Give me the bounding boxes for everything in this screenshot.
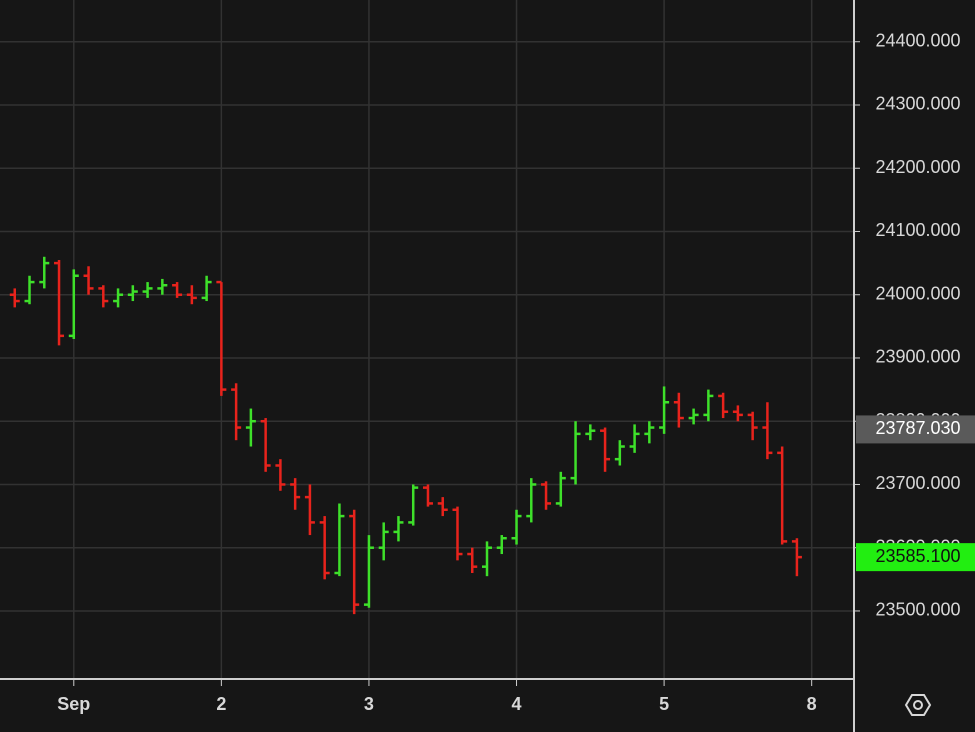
- y-tick-label: 24100.000: [875, 220, 960, 240]
- ohlc-bar: [157, 278, 168, 295]
- y-tick-label: 23500.000: [875, 600, 960, 620]
- price-label: 23787.030: [875, 418, 960, 438]
- ohlc-bar: [629, 424, 640, 453]
- price-label-box: [856, 543, 975, 572]
- ohlc-bar: [422, 484, 433, 507]
- ohlc-bar: [703, 389, 714, 422]
- ohlc-bar: [541, 481, 552, 510]
- ohlc-bar: [777, 446, 788, 545]
- ohlc-bar: [349, 509, 360, 615]
- ohlc-bar: [718, 392, 729, 419]
- ohlc-bar: [732, 405, 743, 422]
- bars: [9, 256, 802, 615]
- y-tick-label: 24400.000: [875, 30, 960, 50]
- ohlc-bar: [585, 424, 596, 441]
- ohlc-bar: [201, 275, 212, 302]
- axes: 23500.00023600.00023700.00023800.0002390…: [57, 30, 975, 714]
- ohlc-bar: [570, 421, 581, 485]
- ohlc-bar: [555, 471, 566, 507]
- ohlc-bar: [762, 402, 773, 460]
- ohlc-bar: [511, 509, 522, 545]
- ohlc-bar: [614, 440, 625, 466]
- settings-icon-center[interactable]: [913, 700, 923, 710]
- ohlc-bar: [334, 503, 345, 577]
- ohlc-bar: [659, 386, 670, 434]
- ohlc-bar: [290, 478, 301, 510]
- x-tick-label: 4: [512, 694, 522, 714]
- x-tick-label: 3: [364, 694, 374, 714]
- ohlc-bar: [260, 418, 271, 472]
- ohlc-bar: [747, 411, 758, 441]
- ohlc-bar: [98, 285, 109, 308]
- ohlc-bar: [363, 535, 374, 608]
- ohlc-bar: [482, 541, 493, 577]
- ohlc-bar: [319, 516, 330, 580]
- y-tick-label: 24300.000: [875, 94, 960, 114]
- ohlc-bar: [644, 421, 655, 444]
- settings-icon[interactable]: [904, 694, 932, 716]
- ohlc-bar: [393, 516, 404, 542]
- ohlc-bar: [113, 288, 124, 308]
- ohlc-bar: [54, 259, 65, 346]
- y-tick-label: 23700.000: [875, 473, 960, 493]
- ohlc-bar: [496, 535, 507, 555]
- ohlc-bar: [378, 522, 389, 561]
- ohlc-bar: [304, 484, 315, 536]
- ohlc-bar: [39, 256, 50, 289]
- ohlc-bar: [791, 538, 802, 577]
- ohlc-bar: [437, 497, 448, 517]
- y-tick-label: 24200.000: [875, 157, 960, 177]
- ohlc-bar: [68, 269, 79, 339]
- ohlc-bar: [673, 392, 684, 428]
- ohlc-bar: [142, 282, 153, 298]
- ohlc-bar: [83, 266, 94, 295]
- ohlc-bar: [127, 285, 138, 302]
- settings-button[interactable]: [904, 694, 932, 716]
- ohlc-bar: [408, 484, 419, 526]
- ohlc-bar: [452, 506, 463, 561]
- ohlc-bar: [467, 547, 478, 574]
- y-tick-label: 23900.000: [875, 347, 960, 367]
- ohlc-bar: [231, 383, 242, 441]
- x-tick-label: 5: [659, 694, 669, 714]
- ohlc-bar: [24, 275, 35, 305]
- ohlc-bar: [245, 408, 256, 447]
- price-label: 23585.100: [875, 546, 960, 566]
- ohlc-bar: [526, 478, 537, 523]
- ohlc-bar: [688, 408, 699, 425]
- ohlc-bar: [600, 427, 611, 472]
- ohlc-bar: [9, 288, 20, 308]
- x-tick-label: 2: [216, 694, 226, 714]
- ohlc-bar: [275, 459, 286, 491]
- x-tick-label: 8: [807, 694, 817, 714]
- ohlc-bar: [172, 282, 183, 298]
- x-tick-label: Sep: [57, 694, 90, 714]
- ohlc-bar: [186, 285, 197, 305]
- price-label-box: [856, 415, 975, 444]
- y-tick-label: 24000.000: [875, 283, 960, 303]
- ohlc-bar: [216, 280, 227, 396]
